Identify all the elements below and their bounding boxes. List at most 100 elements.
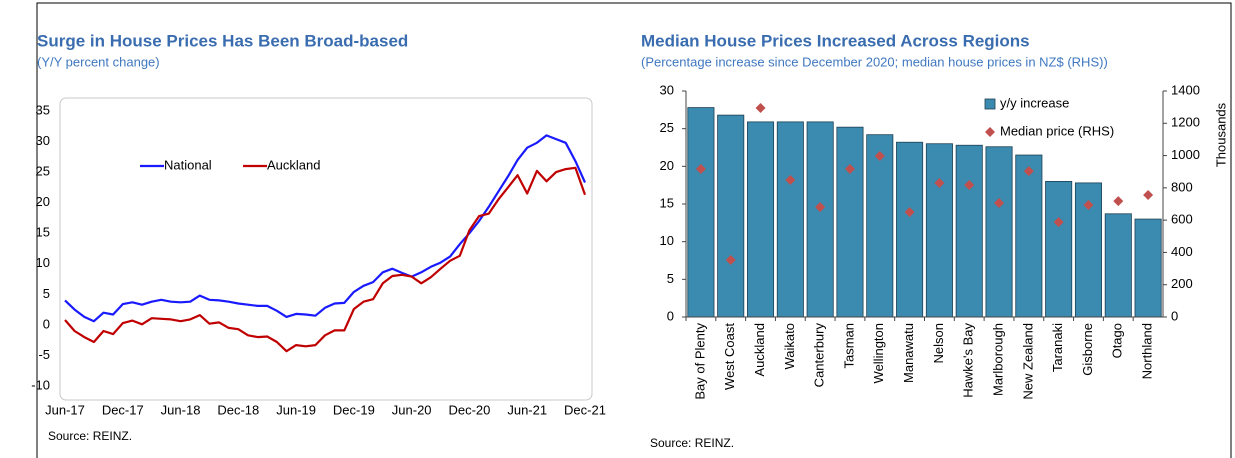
y-tick-label: 0: [43, 316, 50, 331]
legend-label: Median price (RHS): [1000, 123, 1114, 138]
y-tick-label: 25: [36, 164, 50, 179]
legend-swatch: [985, 127, 995, 137]
bar: [1104, 213, 1132, 318]
x-tick-label: Bay of Plenty: [692, 323, 707, 400]
bar: [866, 134, 894, 318]
y2-tick-label: 1200: [1171, 115, 1200, 130]
x-tick-label: Canterbury: [812, 323, 827, 388]
chart-title: Surge in House Prices Has Been Broad-bas…: [37, 31, 408, 50]
source-note: Source: REINZ.: [650, 436, 734, 450]
x-tick-label: Marlborough: [990, 323, 1005, 396]
y-tick-label: 5: [43, 286, 50, 301]
y-tick-label: 20: [36, 194, 50, 209]
x-tick-label: Jun-21: [507, 402, 547, 417]
x-tick-label: Gisborne: [1080, 323, 1095, 376]
x-tick-label: Jun-17: [45, 402, 85, 417]
y-tick-label: 15: [660, 195, 674, 210]
line-series: [64, 166, 587, 353]
chart-subtitle: (Percentage increase since December 2020…: [641, 54, 1108, 69]
bar: [806, 121, 834, 318]
x-tick-label: New Zealand: [1020, 323, 1035, 400]
y-tick-label: 10: [660, 233, 674, 248]
x-tick-label: Taranaki: [1050, 323, 1065, 372]
bar: [747, 121, 775, 318]
point: [874, 151, 885, 162]
y2-tick-label: 200: [1171, 276, 1193, 291]
point: [1053, 217, 1064, 228]
y2-tick-label: 1400: [1171, 82, 1200, 97]
point: [815, 202, 826, 213]
y2-tick-label: 1000: [1171, 147, 1200, 162]
bar: [955, 144, 983, 318]
y-tick-label: 20: [660, 158, 674, 173]
x-tick-label: Hawke's Bay: [961, 323, 976, 398]
point: [1143, 189, 1154, 200]
y-tick-label: 15: [36, 225, 50, 240]
bar: [896, 141, 924, 318]
y-tick-label: 0: [667, 308, 674, 323]
frame: [36, 2, 1232, 458]
point: [964, 179, 975, 190]
bar: [717, 114, 745, 318]
x-tick-label: Nelson: [931, 323, 946, 363]
y2-tick-label: 600: [1171, 212, 1193, 227]
x-tick-label: Jun-20: [392, 402, 432, 417]
x-tick-label: Dec-17: [102, 402, 144, 417]
bar: [687, 107, 715, 318]
x-tick-label: Auckland: [752, 323, 767, 376]
point: [785, 174, 796, 185]
y2-tick-label: 400: [1171, 244, 1193, 259]
plot-frame: [59, 97, 593, 401]
x-tick-label: Dec-20: [448, 402, 490, 417]
bar: [836, 126, 864, 318]
x-tick-label: Dec-18: [217, 402, 259, 417]
chart-subtitle: (Y/Y percent change): [37, 54, 160, 69]
x-tick-label: Manawatu: [901, 323, 916, 383]
x-tick-label: Dec-19: [333, 402, 375, 417]
y2-tick-label: 0: [1171, 308, 1178, 323]
line-series: [64, 134, 587, 323]
y-tick-label: 30: [660, 82, 674, 97]
x-tick-label: Otago: [1110, 323, 1125, 358]
point: [904, 207, 915, 218]
legend-label: Auckland: [267, 157, 320, 172]
point: [695, 163, 706, 174]
y-tick-label: -10: [31, 377, 50, 392]
point: [994, 198, 1005, 209]
y2-axis-label: Thousands: [1213, 102, 1228, 167]
point: [1023, 166, 1034, 177]
point: [725, 255, 736, 266]
point: [1083, 199, 1094, 210]
legend-swatch: [984, 98, 996, 110]
bar: [1045, 180, 1073, 318]
x-tick-label: West Coast: [722, 323, 737, 390]
y-tick-label: -5: [38, 347, 50, 362]
bar: [1015, 154, 1043, 318]
y-tick-label: 35: [36, 102, 50, 117]
bar: [776, 121, 804, 318]
y-tick-label: 25: [660, 120, 674, 135]
y-tick-label: 5: [667, 271, 674, 286]
bar: [985, 146, 1013, 318]
point: [934, 178, 945, 189]
x-tick-label: Jun-18: [161, 402, 201, 417]
point: [1113, 196, 1124, 207]
x-tick-label: Jun-19: [276, 402, 316, 417]
bar: [925, 143, 953, 318]
legend-label: National: [164, 157, 212, 172]
point: [844, 163, 855, 174]
source-note: Source: REINZ.: [48, 429, 132, 443]
point: [755, 102, 766, 113]
y-tick-label: 10: [36, 255, 50, 270]
bar: [1134, 218, 1162, 318]
x-tick-label: Tasman: [841, 323, 856, 369]
legend-label: y/y increase: [1000, 95, 1069, 110]
chart-title: Median House Prices Increased Across Reg…: [641, 31, 1030, 50]
x-tick-label: Wellington: [871, 323, 886, 383]
y2-tick-label: 800: [1171, 179, 1193, 194]
x-tick-label: Northland: [1140, 323, 1155, 379]
x-tick-label: Dec-21: [564, 402, 606, 417]
y-tick-label: 30: [36, 133, 50, 148]
x-tick-label: Waikato: [782, 323, 797, 369]
